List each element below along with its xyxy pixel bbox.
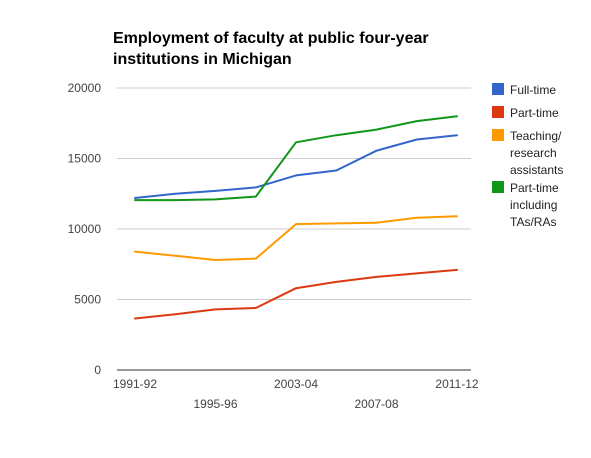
series-lines [134, 115, 458, 320]
legend: Full-time Part-time Teaching/research assis… [492, 83, 563, 229]
chart-title-line-2: institutions in Michigan [113, 51, 292, 68]
legend-label: Teaching/ [510, 129, 562, 143]
x-axis: 1991-92 1995-96 2003-04 2007-08 2011-12 [113, 377, 479, 411]
legend-swatch [492, 106, 504, 118]
legend-label: Part-time [510, 181, 559, 195]
legend-label: research [510, 146, 557, 160]
chart-title-line-1: Employment of faculty at public four-yea… [113, 30, 429, 47]
legend-label: including [510, 198, 557, 212]
legend-label: Part-time [510, 106, 559, 120]
legend-label: Full-time [510, 83, 556, 97]
series-line-4 [134, 115, 458, 202]
legend-swatch [492, 181, 504, 193]
y-tick-label: 5000 [74, 293, 101, 307]
legend-swatch [492, 83, 504, 95]
x-tick-label: 2011-12 [435, 377, 478, 391]
legend-label: TAs/RAs [510, 215, 556, 229]
y-axis: 0 5000 10000 15000 20000 [68, 81, 102, 377]
y-tick-label: 10000 [68, 222, 102, 236]
x-tick-label: 1995-96 [193, 397, 237, 411]
y-tick-label: 15000 [68, 152, 102, 166]
series-line-2 [134, 268, 458, 320]
x-tick-label: 2007-08 [354, 397, 398, 411]
gridlines [117, 87, 471, 371]
x-tick-label: 1991-92 [113, 377, 157, 391]
x-tick-label: 2003-04 [274, 377, 318, 391]
legend-swatch [492, 129, 504, 141]
y-tick-label: 0 [94, 363, 101, 377]
legend-label: assistants [510, 163, 563, 177]
series-line-3 [134, 215, 458, 261]
chart-title: Employment of faculty at public four-yea… [113, 30, 429, 68]
y-tick-label: 20000 [68, 81, 102, 95]
series-line-1 [134, 134, 458, 199]
